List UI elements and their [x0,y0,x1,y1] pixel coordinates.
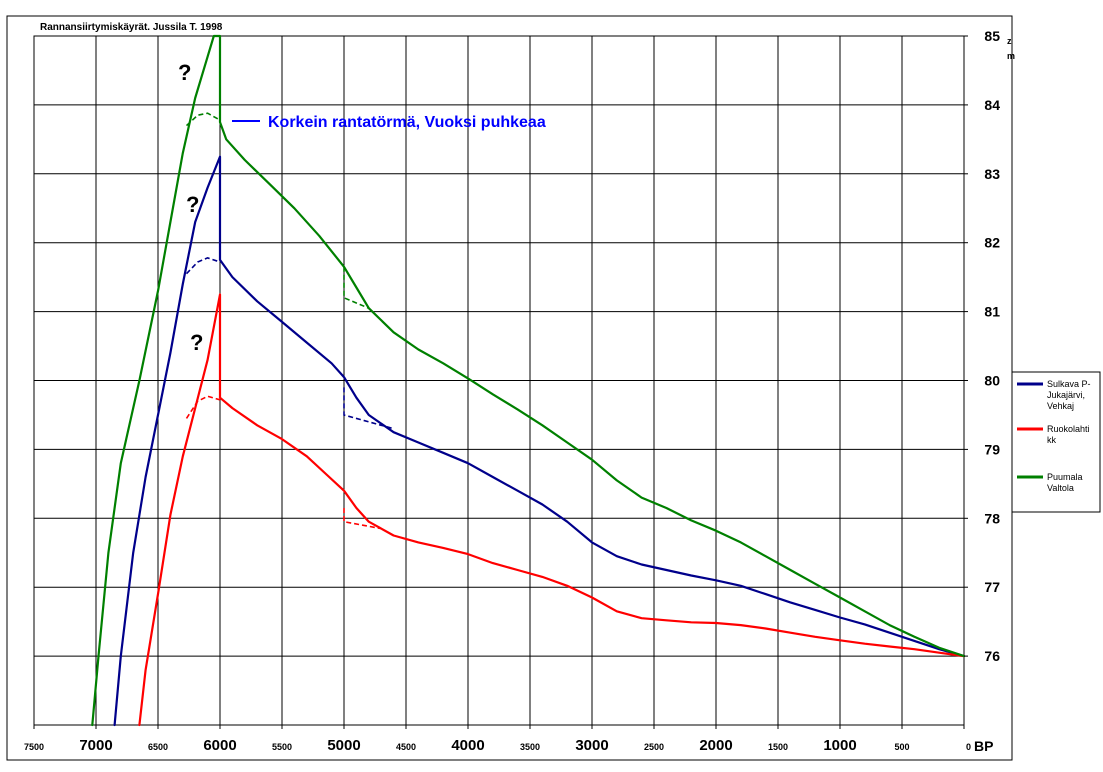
y-tick-label: 79 [984,441,1000,457]
x-tick-label: 6500 [148,742,168,752]
legend: Sulkava P- Jukajärvi, Vehkaj Ruokolahti … [1011,371,1101,513]
legend-box [1011,371,1101,513]
y-tick-label: 84 [984,97,1000,113]
alternative-dashed-lines [185,112,394,530]
x-tick-label: 2000 [699,737,732,754]
y-axis-unit-m: m [1007,51,1015,61]
legend-label-ruokolahti-2: kk [1047,435,1057,445]
chart-title: Rannansiirtymiskäyrät. Jussila T. 1998 [40,22,223,33]
series-line-1 [138,293,966,727]
x-tick-label: 6000 [203,737,236,754]
y-axis-unit-z: z [1007,36,1012,46]
x-axis-unit: BP [974,738,993,754]
x-tick-label: 5000 [327,737,360,754]
question-mark-green: ? [178,60,191,85]
x-tick-label: 5500 [272,742,292,752]
series-lines [91,34,966,727]
x-tick-label: 0 [966,742,971,752]
question-mark-red: ? [190,330,203,355]
x-tick-label: 7000 [79,737,112,754]
y-tick-label: 85 [984,28,1000,44]
x-tick-label: 4000 [451,737,484,754]
y-tick-label: 82 [984,235,1000,251]
x-tick-label: 500 [894,742,909,752]
dashed-alternative-2 [185,395,221,419]
y-tick-label: 80 [984,373,1000,389]
legend-label-puumala-2: Valtola [1047,483,1074,493]
annotation-highest-shore: Korkein rantatörmä, Vuoksi puhkeaa [268,114,546,131]
dashed-alternative-1 [185,257,221,275]
question-mark-blue: ? [186,192,199,217]
series-line-0 [113,155,966,727]
legend-label-ruokolahti-1: Ruokolahti [1047,424,1090,434]
dashed-alternative-3 [343,266,370,309]
y-tick-label: 83 [984,166,1000,182]
y-axis-ticks: 85 84 83 82 81 80 79 78 77 76 [964,28,1000,664]
x-tick-label: 7500 [24,742,44,752]
x-tick-label: 1500 [768,742,788,752]
y-tick-label: 81 [984,304,1000,320]
x-tick-label: 2500 [644,742,664,752]
dashed-alternative-0 [185,112,221,127]
legend-label-sulkava-1: Sulkava P- [1047,379,1091,389]
dashed-alternative-5 [343,508,382,530]
y-tick-label: 76 [984,648,1000,664]
legend-label-puumala-1: Puumala [1047,472,1083,482]
dashed-alternative-4 [343,387,394,430]
x-tick-label: 4500 [396,742,416,752]
series-line-2 [91,34,966,727]
x-tick-label: 1000 [823,737,856,754]
x-axis-ticks: 7500 7000 6500 6000 5500 5000 4500 4000 3500 3000… [24,725,971,754]
legend-label-sulkava-2: Jukajärvi, [1047,390,1085,400]
x-tick-label: 3000 [575,737,608,754]
y-tick-label: 78 [984,510,1000,526]
y-tick-label: 77 [984,579,1000,595]
x-tick-label: 3500 [520,742,540,752]
legend-label-sulkava-3: Vehkaj [1047,401,1074,411]
